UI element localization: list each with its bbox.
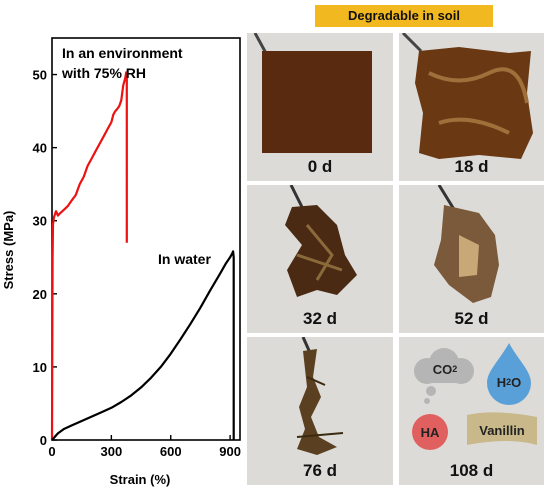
photo-tile-52d: 52 d	[399, 185, 544, 333]
film-photo-18d	[401, 33, 533, 159]
x-tick-label: 600	[160, 444, 182, 459]
film-photo-52d	[434, 185, 499, 303]
tile-label: 52 d	[454, 309, 489, 328]
film-photo-76d	[296, 337, 344, 455]
tile-label: 76 d	[302, 461, 338, 480]
y-tick-label: 40	[33, 141, 47, 156]
annotation-rh-line2: with 75% RH	[61, 65, 146, 81]
vanillin-label: Vanillin	[479, 422, 525, 438]
tile-label: 0 d	[307, 157, 333, 176]
y-tick-label: 20	[33, 287, 47, 302]
x-tick-label: 300	[101, 444, 123, 459]
tile-label: 18 d	[454, 157, 489, 176]
photo-tile-18d: 18 d	[399, 33, 544, 181]
film-photo-32d	[285, 185, 357, 297]
degradable-banner: Degradable in soil	[315, 5, 493, 27]
y-axis-label: Stress (MPa)	[1, 211, 16, 290]
film-remnant	[297, 349, 337, 455]
tweezer-icon	[437, 185, 457, 212]
y-tick-label: 50	[33, 68, 47, 83]
x-axis-label: Strain (%)	[110, 472, 171, 487]
ha-circle-icon	[412, 414, 448, 450]
chart-series	[50, 71, 235, 441]
film-photo-0d	[253, 33, 372, 153]
y-tick-label: 30	[33, 214, 47, 229]
chart-axes	[51, 37, 241, 441]
x-tick-label: 900	[219, 444, 241, 459]
tile-label: 108 d	[449, 461, 494, 480]
plot-frame	[51, 37, 241, 441]
photo-tile-76d: 76 d	[247, 337, 393, 485]
tile-label: 32 d	[302, 309, 338, 328]
film-intact	[262, 51, 372, 153]
photo-tile-0d: 0 d	[247, 33, 393, 181]
chart-ticks: 0 10 20 30 40 50 0 300 600 900	[33, 68, 241, 459]
series-line-water	[51, 250, 235, 441]
cloud-icon	[414, 348, 474, 404]
tweezer-icon	[401, 33, 423, 53]
ha-label: HA	[420, 424, 440, 440]
products-shapes	[412, 343, 537, 450]
film-fragment	[285, 205, 357, 297]
annotation-rh-line1: In an environment	[62, 45, 183, 61]
y-tick-label: 0	[40, 433, 47, 448]
series-line-75rh	[50, 71, 128, 441]
vanillin-banner-icon	[467, 412, 537, 445]
annotation-water: In water	[158, 251, 211, 267]
water-drop-icon	[487, 343, 531, 405]
film-wrinkled	[415, 47, 533, 159]
co2-label: CO 2	[432, 361, 458, 377]
photo-tile-32d: 32 d	[247, 185, 393, 333]
y-tick-label: 10	[33, 360, 47, 375]
tweezer-icon	[289, 185, 305, 210]
x-tick-label: 0	[48, 444, 55, 459]
